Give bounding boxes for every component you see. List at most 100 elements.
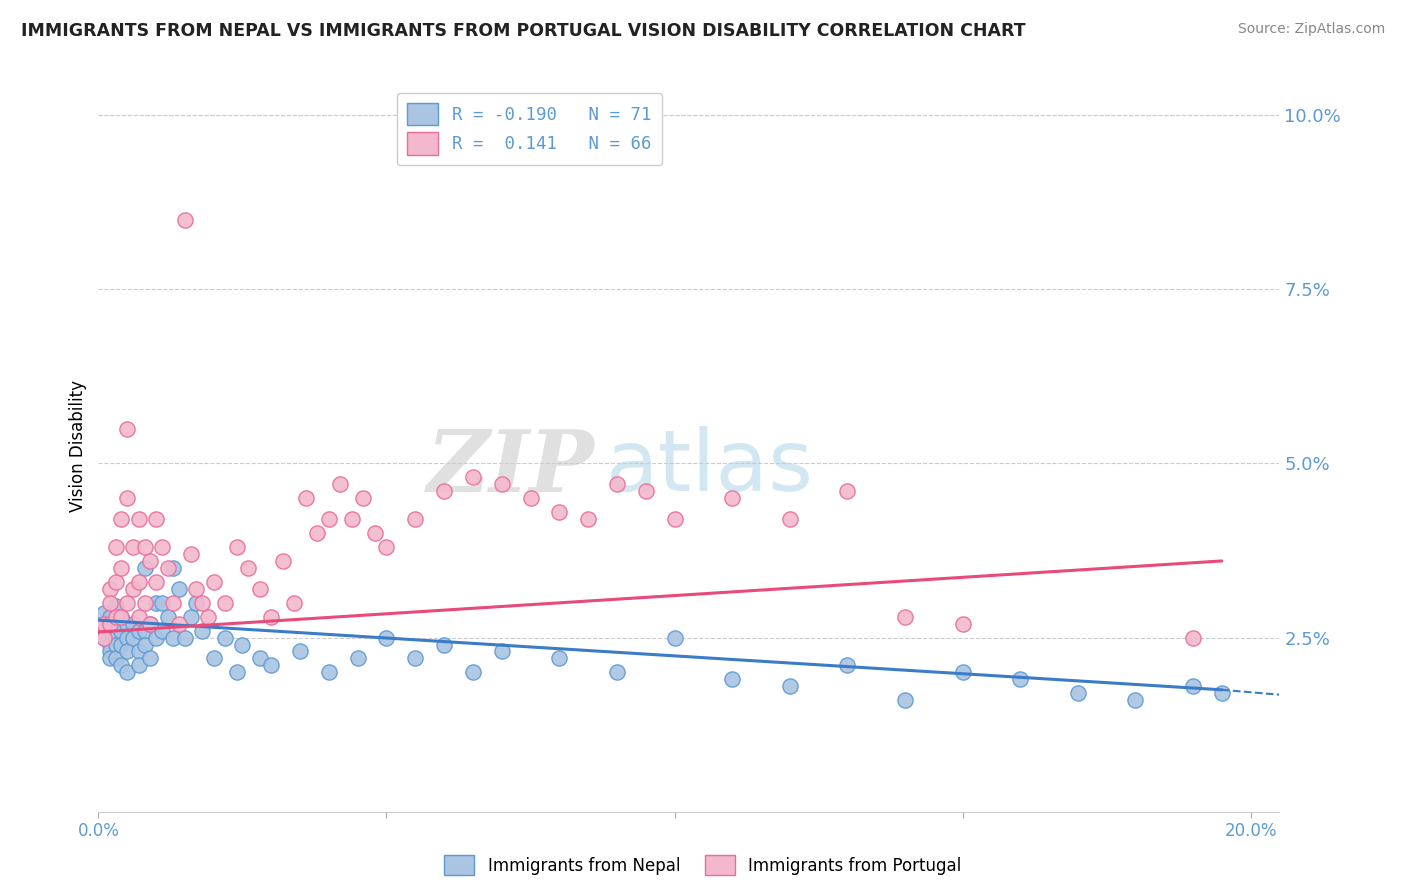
Point [837, 484, 859, 499]
Point [104, 638, 127, 652]
Point [214, 596, 236, 610]
Point [122, 631, 145, 645]
Point [122, 540, 145, 554]
Text: IMMIGRANTS FROM NEPAL VS IMMIGRANTS FROM PORTUGAL VISION DISABILITY CORRELATION : IMMIGRANTS FROM NEPAL VS IMMIGRANTS FROM… [21, 22, 1026, 40]
Point [952, 665, 974, 680]
Point [93, 624, 115, 638]
Point [156, 609, 179, 624]
Point [134, 624, 156, 638]
Point [894, 693, 917, 707]
Point [128, 574, 150, 589]
Point [225, 665, 247, 680]
Point [115, 616, 138, 631]
Point [93, 616, 115, 631]
Point [606, 665, 628, 680]
Point [134, 540, 156, 554]
Point [191, 624, 214, 638]
Text: ZIP: ZIP [426, 426, 595, 509]
Point [1182, 631, 1205, 645]
Point [249, 651, 271, 665]
Point [491, 477, 513, 491]
Point [433, 638, 456, 652]
Point [329, 477, 352, 491]
Point [404, 512, 426, 526]
Point [139, 554, 162, 568]
Point [122, 582, 145, 596]
Point [894, 609, 917, 624]
Point [231, 638, 253, 652]
Point [162, 561, 184, 575]
Point [110, 624, 132, 638]
Point [115, 421, 138, 435]
Point [150, 624, 173, 638]
Point [98, 624, 121, 638]
Point [491, 644, 513, 658]
Point [191, 596, 214, 610]
Point [110, 638, 132, 652]
Point [93, 631, 115, 645]
Point [104, 609, 127, 624]
Point [283, 596, 305, 610]
Point [98, 616, 121, 631]
Point [721, 673, 744, 687]
Point [260, 658, 283, 673]
Point [249, 582, 271, 596]
Point [1010, 673, 1032, 687]
Point [104, 540, 127, 554]
Point [98, 651, 121, 665]
Point [128, 609, 150, 624]
Point [128, 644, 150, 658]
Point [238, 561, 260, 575]
Point [664, 631, 686, 645]
Point [307, 526, 329, 541]
Point [318, 665, 340, 680]
Point [104, 651, 127, 665]
Point [173, 631, 195, 645]
Point [952, 616, 974, 631]
Y-axis label: Vision Disability: Vision Disability [69, 380, 87, 512]
Point [576, 512, 599, 526]
Point [128, 658, 150, 673]
Point [225, 540, 247, 554]
Point [134, 561, 156, 575]
Point [145, 596, 167, 610]
Point [162, 596, 184, 610]
Point [173, 212, 195, 227]
Point [548, 505, 571, 519]
Point [186, 582, 208, 596]
Point [519, 491, 541, 506]
Point [364, 526, 387, 541]
Point [145, 631, 167, 645]
Point [93, 631, 115, 645]
Point [197, 609, 219, 624]
Point [721, 491, 744, 506]
Point [128, 512, 150, 526]
Point [352, 491, 374, 506]
Point [167, 582, 190, 596]
Point [180, 609, 202, 624]
Point [375, 631, 398, 645]
Point [134, 596, 156, 610]
Point [139, 651, 162, 665]
Point [104, 616, 127, 631]
Point [139, 616, 162, 631]
Point [122, 616, 145, 631]
Point [167, 616, 190, 631]
Point [150, 540, 173, 554]
Point [433, 484, 456, 499]
Point [404, 651, 426, 665]
Point [98, 596, 121, 610]
Point [202, 574, 225, 589]
Point [180, 547, 202, 561]
Point [128, 624, 150, 638]
Point [115, 491, 138, 506]
Point [98, 609, 121, 624]
Point [779, 679, 801, 693]
Point [461, 665, 484, 680]
Point [1067, 686, 1090, 700]
Point [115, 644, 138, 658]
Point [271, 554, 294, 568]
Point [104, 574, 127, 589]
Point [104, 599, 127, 614]
Point [150, 596, 173, 610]
